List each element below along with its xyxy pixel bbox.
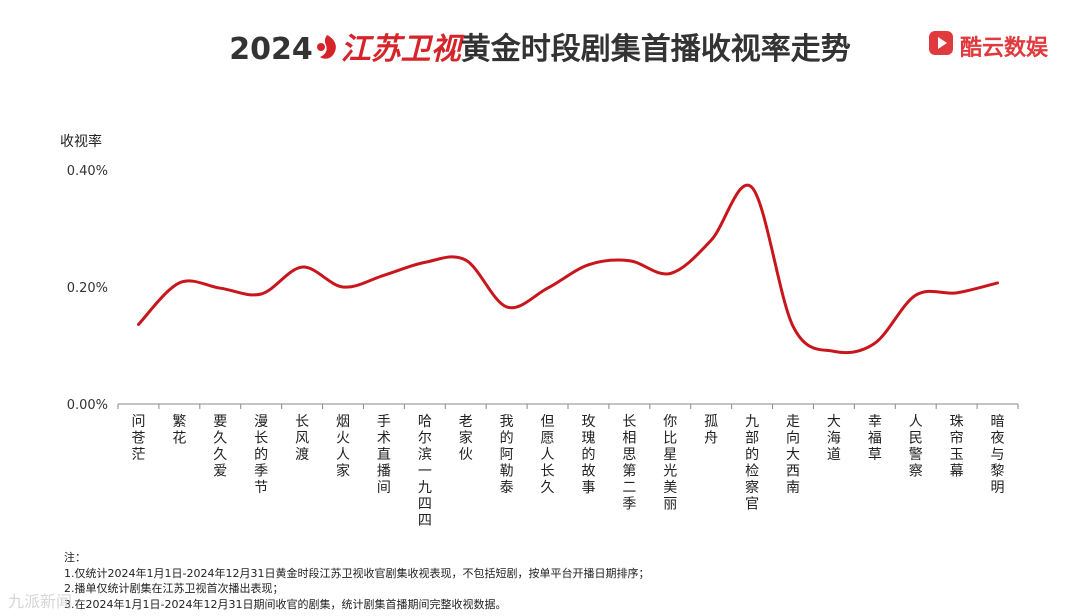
- x-category-label: 问苍茫: [131, 414, 145, 463]
- x-category-label: 我的阿勒泰: [500, 414, 514, 496]
- x-category-label: 孤舟: [704, 414, 718, 447]
- x-category-label: 大海道: [827, 414, 841, 463]
- y-axis-label: 收视率: [60, 133, 102, 150]
- x-category-label: 老家伙: [459, 414, 473, 463]
- x-category-label: 繁花: [172, 414, 186, 447]
- kuyun-logo-icon: [928, 30, 954, 62]
- watermark: 九派新闻: [8, 592, 73, 611]
- footnotes: 注： 1.仅统计2024年1月1日-2024年12月31日黄金时段江苏卫视收官剧…: [64, 550, 649, 612]
- title-year: 2024: [229, 32, 313, 67]
- series-line: [137, 183, 999, 355]
- x-category-label: 哈尔滨一九四四: [418, 414, 432, 529]
- x-category-label: 但愿人长久: [541, 414, 555, 496]
- x-category-label: 你比星光美丽: [663, 414, 677, 513]
- y-tick-label: 0.20%: [67, 281, 108, 296]
- x-category-label: 手术直播间: [377, 414, 391, 496]
- y-tick-label: 0.40%: [67, 164, 108, 179]
- x-category-label: 珠帘玉幕: [950, 414, 964, 480]
- x-category-label: 暗夜与黎明: [991, 414, 1005, 496]
- y-tick-label: 0.00%: [67, 398, 108, 413]
- note-2: 2.播单仅统计剧集在江苏卫视首次播出表现；: [64, 582, 284, 595]
- jiangsu-tv-logo-icon: [313, 33, 341, 74]
- brand-logo: 酷云数娱: [928, 30, 1048, 62]
- chart-title: 2024 江苏卫视黄金时段剧集首播收视率走势: [0, 30, 1080, 74]
- title-channel: 江苏卫视: [340, 32, 461, 67]
- note-3: 3.在2024年1月1日-2024年12月31日期间收官的剧集，统计剧集首播期间…: [64, 597, 507, 611]
- note-1: 1.仅统计2024年1月1日-2024年12月31日黄金时段江苏卫视收官剧集收视…: [64, 566, 650, 580]
- x-category-label: 幸福草: [868, 414, 882, 463]
- x-category-label: 走向大西南: [786, 414, 800, 496]
- x-category-label: 漫长的季节: [254, 414, 268, 496]
- x-category-label: 玫瑰的故事: [581, 414, 595, 496]
- brand-name: 酷云数娱: [959, 36, 1048, 61]
- title-text: 黄金时段剧集首播收视率走势: [460, 32, 851, 67]
- x-category-label: 要久久爱: [213, 414, 227, 480]
- x-category-label: 九部的检察官: [745, 414, 759, 513]
- x-category-label: 人民警察: [909, 414, 923, 480]
- notes-heading: 注：: [64, 551, 86, 564]
- x-category-label: 长风渡: [295, 414, 309, 463]
- x-category-label: 长相思第二季: [622, 414, 636, 513]
- x-category-label: 烟火人家: [336, 414, 350, 480]
